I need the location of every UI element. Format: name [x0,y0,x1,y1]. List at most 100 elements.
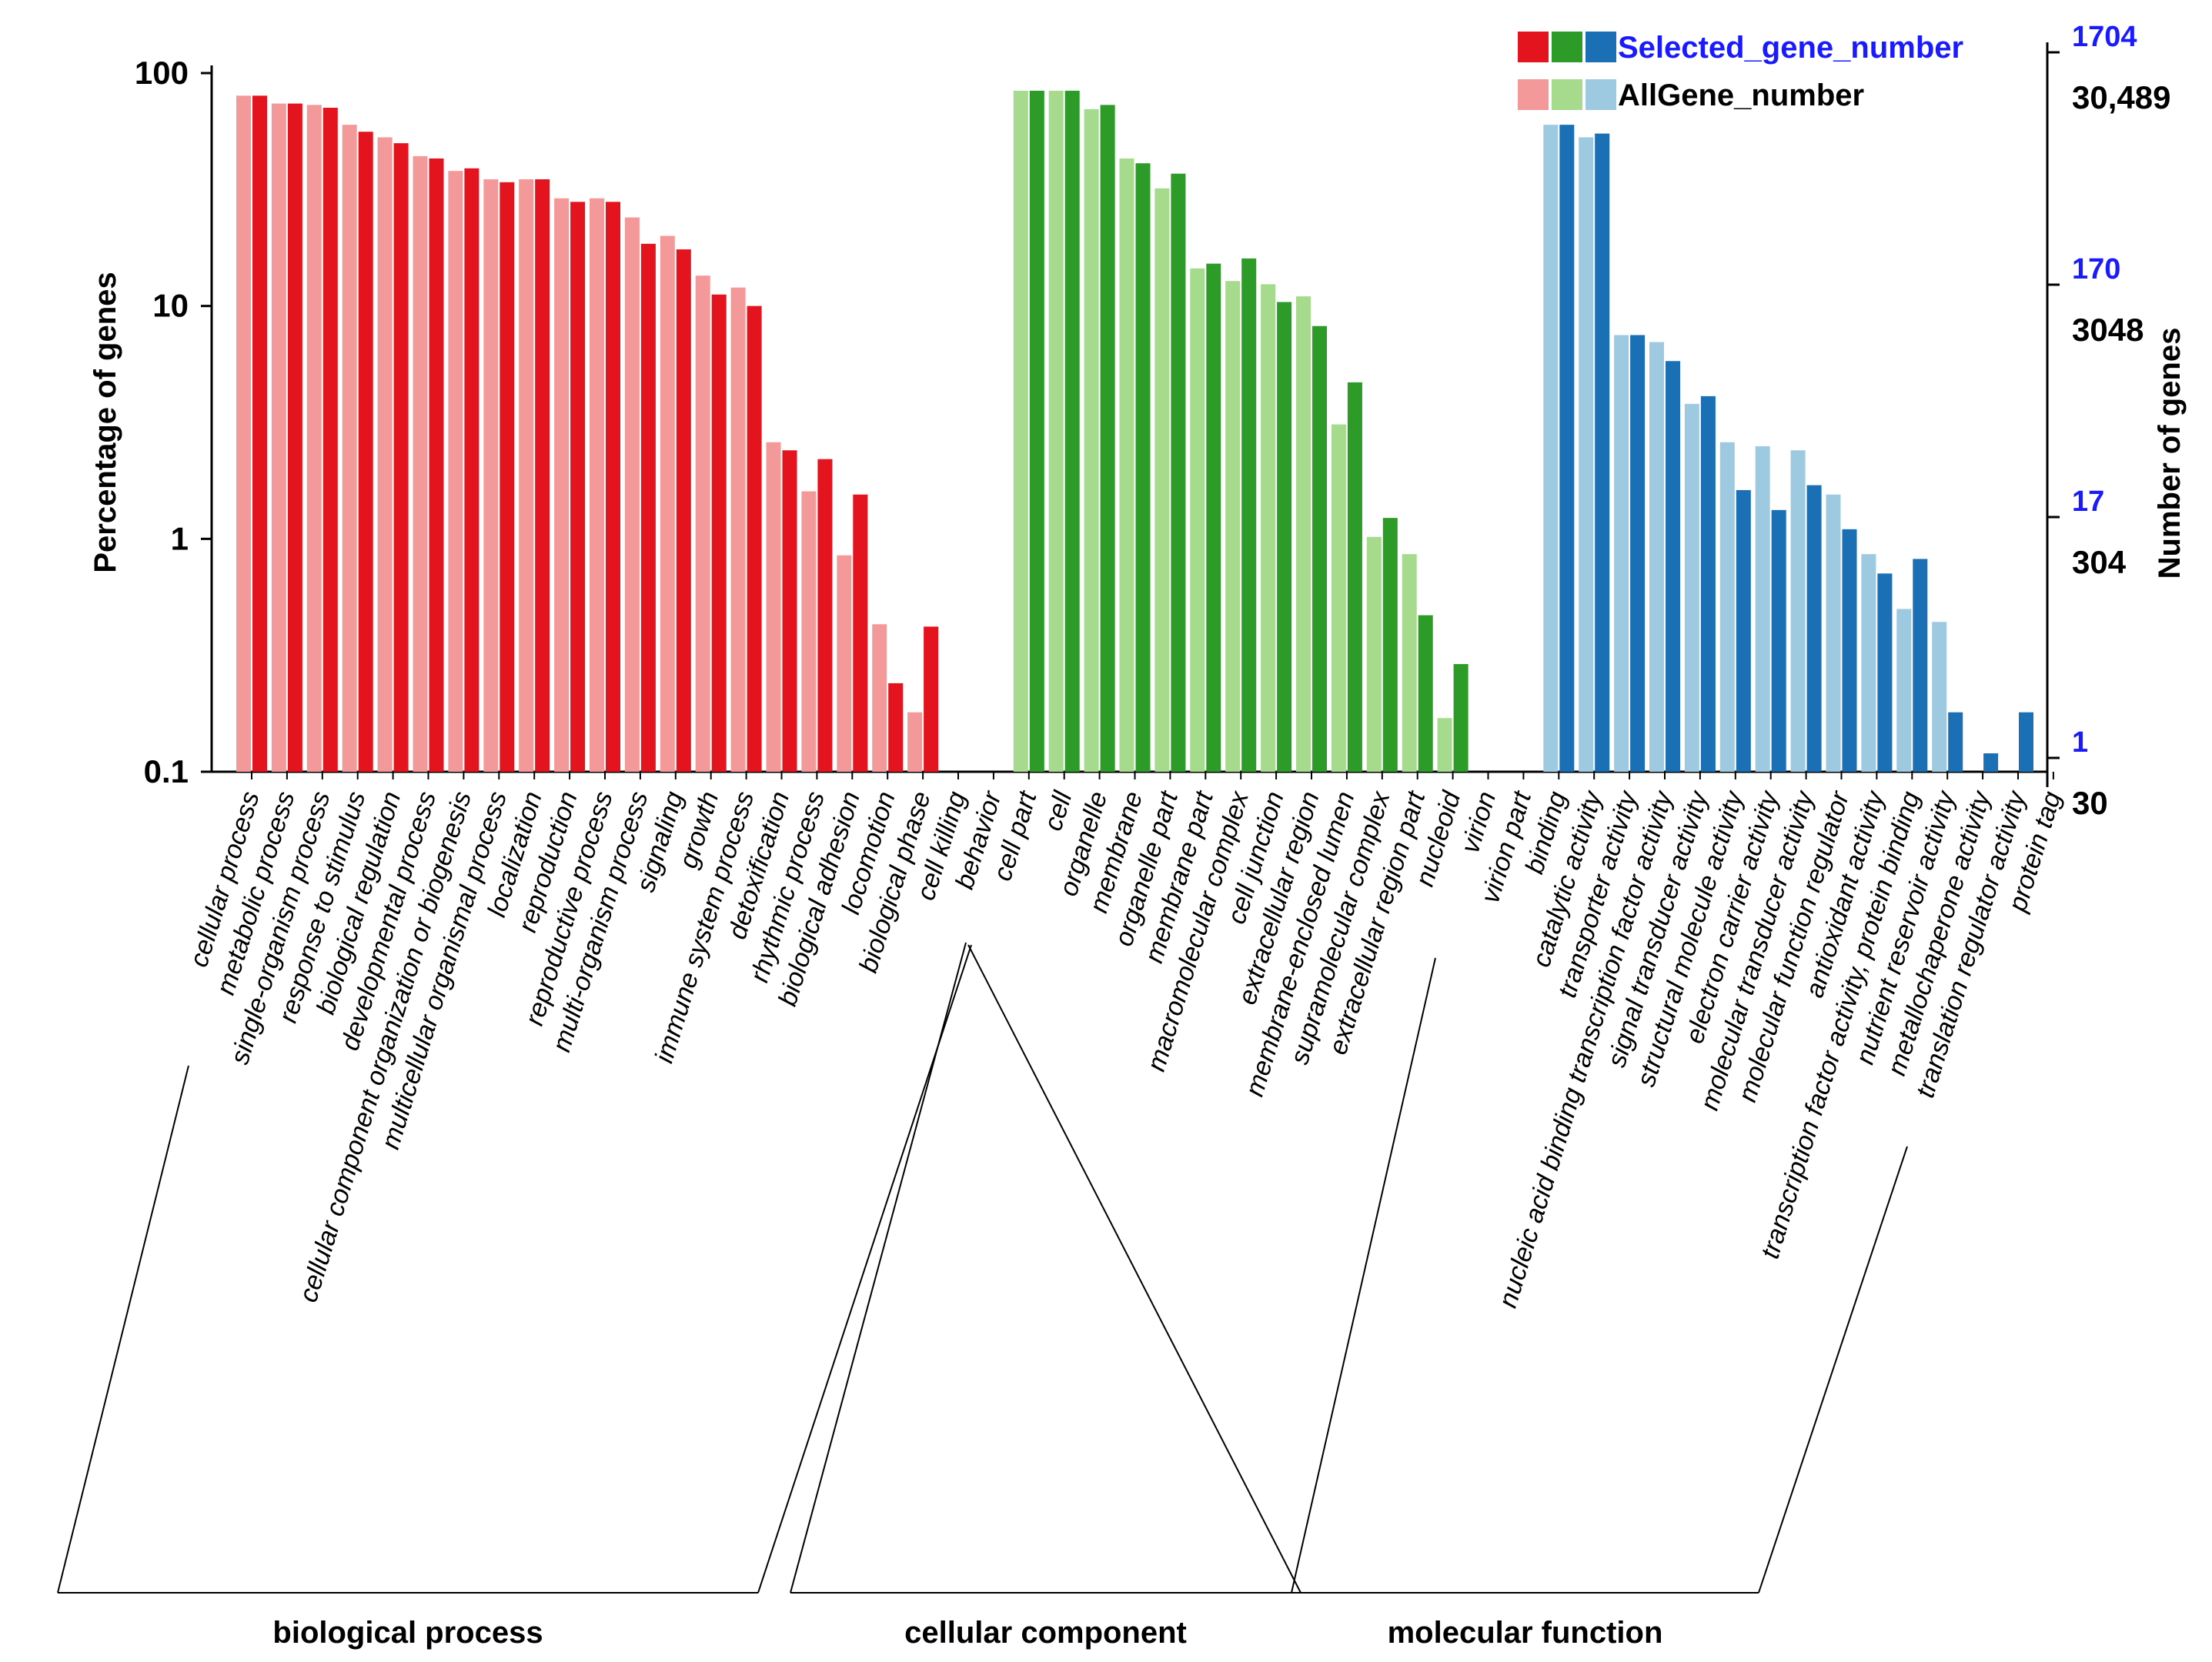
legend-swatch-selected [1518,32,1549,62]
bar-selected-gene [1312,325,1327,773]
group-bracket-right [1758,1146,1908,1594]
bar-all-gene [1084,108,1099,772]
bar-selected-gene [1983,753,1999,772]
bar-selected-gene [252,95,267,773]
bar-all-gene [1790,450,1806,772]
bar-all-gene [448,171,463,773]
bar-all-gene [1366,536,1382,772]
bar-selected-gene [1277,302,1292,772]
bar-all-gene [1826,494,1841,772]
bar-all-gene [837,555,852,772]
bar-selected-gene [1948,712,1963,772]
bar-all-gene [413,155,428,773]
group-label: molecular function [1388,1616,1663,1650]
bar-selected-gene [676,249,691,772]
bar-all-gene [519,179,534,772]
bar-selected-gene [711,294,727,772]
bar-selected-gene [1736,489,1751,772]
bar-selected-gene [535,179,550,772]
legend-swatch-selected [1585,32,1616,62]
legend-selected-label: Selected_gene_number [1618,31,1963,65]
bar-selected-gene [1206,263,1221,772]
bar-all-gene [342,125,357,772]
bar-all-gene [801,491,817,772]
bar-all-gene [377,137,393,772]
y-tick-label: 0.1 [144,753,189,789]
group-bracket-left [790,942,967,1594]
bar-all-gene [590,198,604,772]
bar-selected-gene [2019,712,2033,772]
bar-all-gene [907,712,923,772]
bar-all-gene [1331,424,1346,772]
bar-selected-gene [1064,90,1080,772]
bar-selected-gene [1029,90,1044,772]
bar-selected-gene [1806,485,1822,772]
bar-selected-gene [606,202,620,772]
bar-all-gene [306,105,322,772]
bar-selected-gene [817,459,833,772]
bar-all-gene [1154,188,1170,773]
bar-all-gene [1190,268,1205,773]
bar-all-gene [1013,90,1028,772]
bar-selected-gene [888,682,904,772]
bar-all-gene [1261,284,1276,773]
bar-selected-gene [1100,105,1115,772]
y-tick-label: 1 [171,520,189,556]
bar-selected-gene [287,103,302,772]
legend-swatch-all [1552,79,1582,110]
bar-selected-gene [747,305,762,773]
bar-selected-gene [640,243,656,772]
right-tick-all-label: 304 [2072,544,2127,580]
bar-selected-gene [1347,382,1362,772]
bar-all-gene [1296,296,1311,772]
right-tick-selected-label: 170 [2072,253,2120,285]
y-tick-label: 10 [152,288,189,324]
bar-selected-gene [853,494,868,772]
bar-selected-gene [1595,133,1610,772]
bar-selected-gene [1700,395,1716,772]
right-tick-all-label: 30,489 [2072,79,2170,115]
legend: Selected_gene_number AllGene_number [1518,31,1963,112]
group-label: cellular component [904,1616,1187,1650]
bar-selected-gene [1842,529,1857,772]
bar-selected-gene [429,158,444,772]
legend-all-label: AllGene_number [1618,78,1864,112]
bar-selected-gene [1453,664,1469,772]
bar-all-gene [1543,125,1559,772]
category-label: cell [1038,787,1078,834]
bar-all-gene [1614,335,1629,772]
axes-layer: 100 10 1 0.1 Percentage of genes 1704 30,489 17… [89,21,2187,821]
bar-all-gene [1719,442,1735,772]
bar-selected-gene [782,450,797,772]
bar-all-gene [483,179,499,772]
bar-selected-gene [1171,173,1186,773]
bar-all-gene [1861,554,1876,772]
legend-swatch-all [1585,79,1616,110]
bar-all-gene [730,287,746,772]
bar-selected-gene [322,108,338,772]
bar-all-gene [1932,622,1947,772]
bar-all-gene [660,235,675,772]
bar-selected-gene [500,182,515,772]
bar-selected-gene [1771,509,1786,772]
bar-all-gene [1119,158,1134,772]
bar-all-gene [1684,403,1699,772]
bar-selected-gene [464,168,479,772]
bar-all-gene [236,95,251,773]
bar-all-gene [872,624,887,772]
bar-all-gene [766,442,781,772]
bar-selected-gene [1630,335,1646,772]
y-tick-label: 100 [135,55,189,91]
bar-selected-gene [358,132,373,772]
right-tick-selected-label: 17 [2072,486,2104,518]
bar-selected-gene [1241,258,1257,772]
legend-swatch-selected [1552,32,1582,62]
bar-all-gene [1579,137,1594,772]
bar-selected-gene [1666,361,1680,772]
bar-all-gene [1896,609,1912,772]
bar-all-gene [554,198,570,772]
group-bracket-right [967,944,1301,1594]
bars-layer [236,90,2033,773]
